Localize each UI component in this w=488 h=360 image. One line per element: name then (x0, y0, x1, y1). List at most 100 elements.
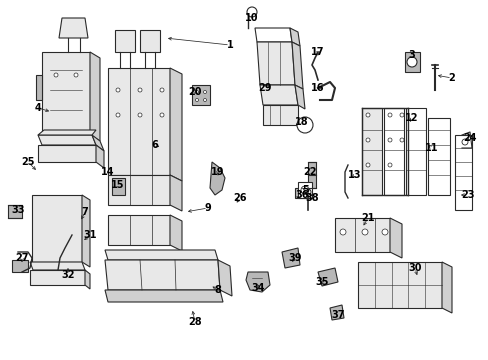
Polygon shape (38, 135, 96, 145)
Polygon shape (218, 260, 231, 296)
Text: 24: 24 (462, 133, 476, 143)
Circle shape (339, 229, 346, 235)
Polygon shape (105, 260, 220, 290)
Circle shape (195, 90, 198, 94)
Polygon shape (209, 162, 224, 195)
Text: 8: 8 (214, 285, 221, 295)
Text: 15: 15 (111, 180, 124, 190)
Polygon shape (245, 272, 269, 292)
Polygon shape (30, 270, 85, 285)
Polygon shape (263, 105, 297, 125)
Polygon shape (329, 305, 343, 320)
Circle shape (365, 113, 369, 117)
Text: 16: 16 (311, 83, 324, 93)
Circle shape (387, 163, 391, 167)
Polygon shape (294, 85, 305, 109)
Text: 32: 32 (61, 270, 75, 280)
Polygon shape (357, 262, 441, 308)
Polygon shape (96, 145, 104, 168)
Polygon shape (12, 260, 28, 272)
Circle shape (160, 88, 163, 92)
Polygon shape (307, 162, 315, 188)
Polygon shape (404, 52, 419, 72)
Text: 13: 13 (347, 170, 361, 180)
Text: 5: 5 (302, 185, 309, 195)
Polygon shape (170, 215, 182, 251)
Polygon shape (170, 175, 182, 211)
Polygon shape (192, 85, 209, 105)
Text: 4: 4 (35, 103, 41, 113)
Polygon shape (254, 28, 291, 42)
Circle shape (399, 138, 403, 142)
Text: 34: 34 (251, 283, 264, 293)
Text: 18: 18 (295, 117, 308, 127)
Polygon shape (282, 248, 299, 268)
Text: 1: 1 (226, 40, 233, 50)
Polygon shape (260, 85, 297, 105)
Circle shape (387, 138, 391, 142)
Polygon shape (140, 30, 160, 52)
Polygon shape (454, 135, 471, 210)
Text: 20: 20 (188, 87, 202, 97)
Polygon shape (317, 268, 337, 286)
Polygon shape (38, 130, 96, 135)
Polygon shape (42, 52, 90, 135)
Circle shape (246, 7, 257, 17)
Polygon shape (294, 188, 307, 198)
Polygon shape (8, 205, 22, 218)
Text: 21: 21 (361, 213, 374, 223)
Circle shape (365, 138, 369, 142)
Text: 12: 12 (405, 113, 418, 123)
Text: 14: 14 (101, 167, 115, 177)
Polygon shape (85, 270, 90, 289)
Text: 28: 28 (188, 317, 202, 327)
Polygon shape (405, 108, 425, 195)
Text: 35: 35 (315, 277, 328, 287)
Text: 29: 29 (258, 83, 271, 93)
Text: 36: 36 (295, 190, 308, 200)
Circle shape (195, 99, 198, 102)
Polygon shape (105, 250, 218, 260)
Polygon shape (36, 75, 42, 100)
Text: 17: 17 (311, 47, 324, 57)
Text: 26: 26 (233, 193, 246, 203)
Circle shape (301, 186, 308, 194)
Polygon shape (32, 195, 82, 262)
Text: 10: 10 (245, 13, 258, 23)
Circle shape (116, 113, 120, 117)
Circle shape (203, 99, 206, 102)
Circle shape (116, 88, 120, 92)
Text: 25: 25 (21, 157, 35, 167)
Polygon shape (297, 182, 311, 198)
Polygon shape (92, 135, 104, 151)
Polygon shape (257, 42, 294, 85)
Polygon shape (389, 218, 401, 258)
Polygon shape (289, 28, 299, 46)
Circle shape (54, 73, 58, 77)
Circle shape (203, 90, 206, 94)
Text: 11: 11 (425, 143, 438, 153)
Polygon shape (59, 18, 88, 38)
Text: 27: 27 (15, 253, 29, 263)
Polygon shape (30, 262, 85, 270)
Circle shape (365, 163, 369, 167)
Polygon shape (427, 118, 449, 195)
Text: 2: 2 (447, 73, 454, 83)
Circle shape (461, 139, 467, 145)
Polygon shape (291, 42, 303, 89)
Text: 3: 3 (408, 50, 414, 60)
Text: 37: 37 (330, 310, 344, 320)
Polygon shape (38, 145, 96, 162)
Text: 31: 31 (83, 230, 97, 240)
Text: 6: 6 (151, 140, 158, 150)
Text: 9: 9 (204, 203, 211, 213)
Polygon shape (108, 68, 170, 175)
Polygon shape (383, 108, 403, 195)
Circle shape (160, 113, 163, 117)
Polygon shape (441, 262, 451, 313)
Circle shape (296, 117, 312, 133)
Polygon shape (112, 178, 125, 195)
Circle shape (138, 88, 142, 92)
Polygon shape (115, 30, 135, 52)
Circle shape (361, 229, 367, 235)
